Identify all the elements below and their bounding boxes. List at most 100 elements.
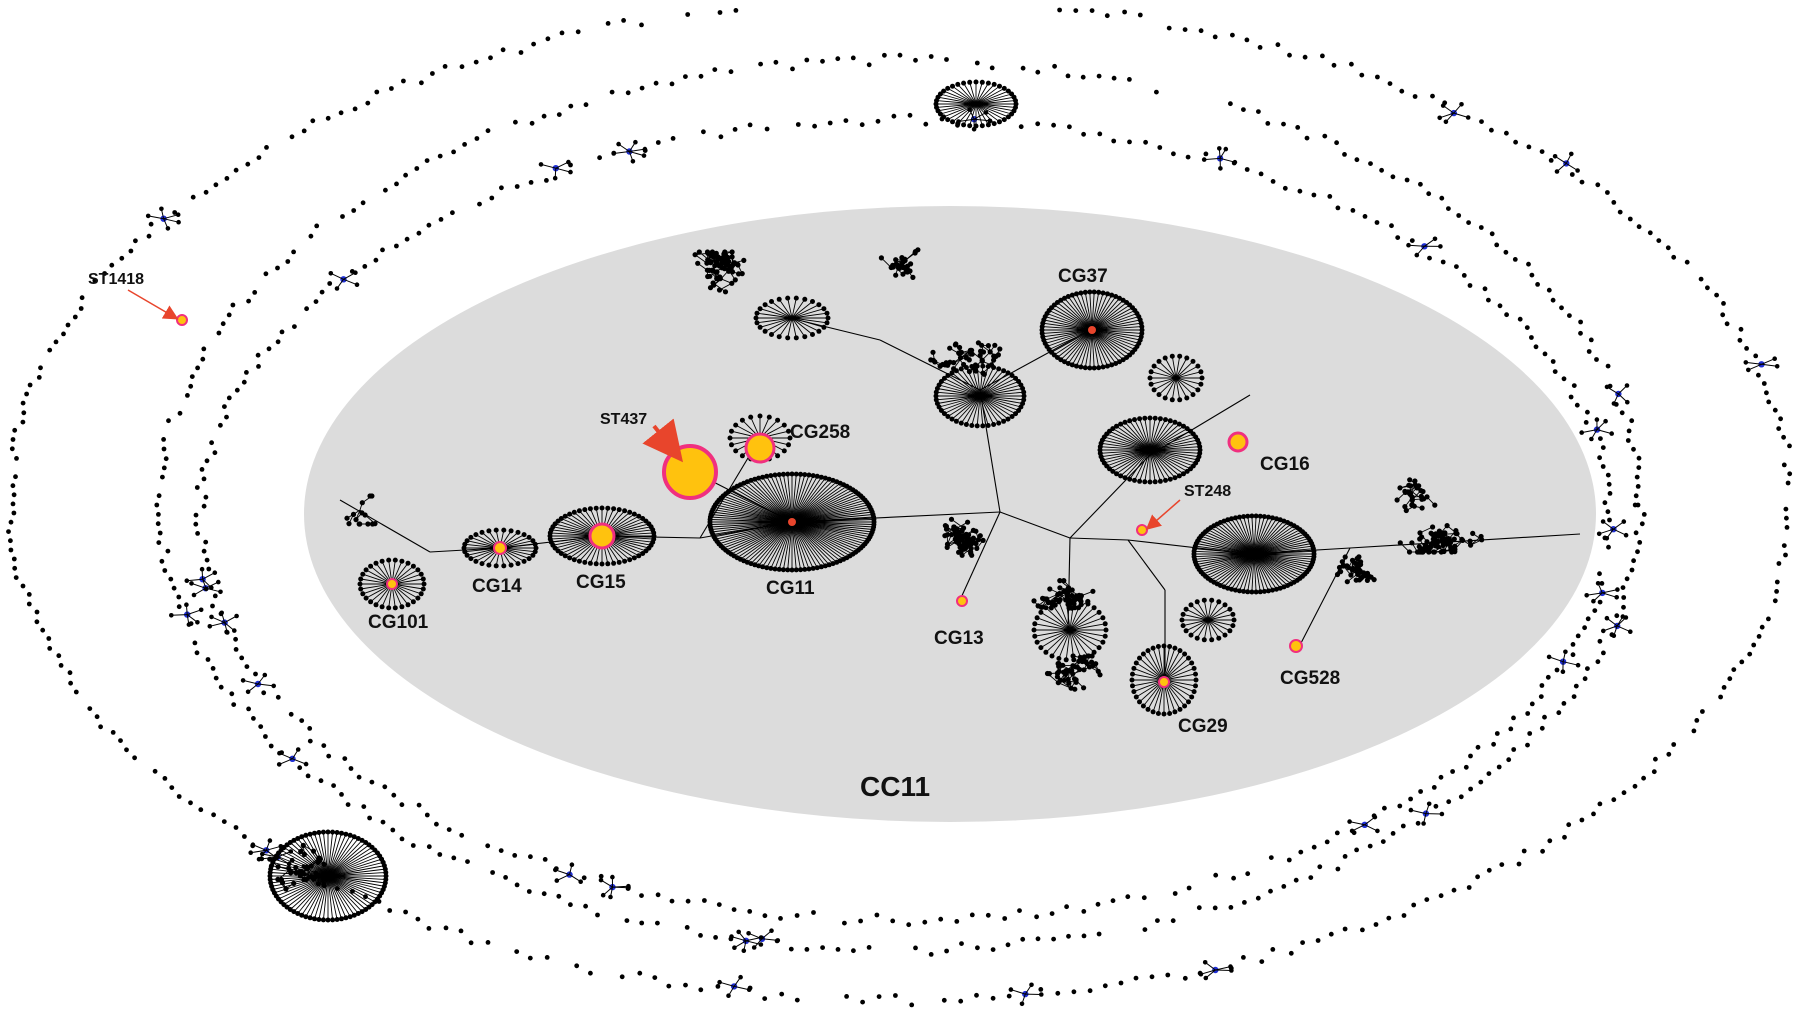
- cluster-center-north-leaf: [1163, 417, 1168, 423]
- singleton-node: [1186, 885, 1192, 891]
- cluster-south-leaf: [1043, 605, 1049, 611]
- cluster-far-northwest-node: [729, 269, 736, 275]
- cluster-northwest-leaf: [821, 306, 827, 312]
- singleton-node: [201, 503, 207, 509]
- cluster-north-dense-node: [973, 368, 979, 374]
- singleton-node: [1635, 549, 1640, 555]
- singleton-node: [155, 521, 161, 527]
- singleton-node: [642, 148, 648, 154]
- singleton-node: [716, 902, 722, 907]
- singleton-node: [1611, 200, 1617, 205]
- edge: [1091, 296, 1117, 331]
- cluster-east-chain-node: [1428, 530, 1434, 536]
- singleton-node: [890, 918, 896, 924]
- edge: [327, 875, 363, 912]
- edge: [327, 875, 386, 880]
- edge: [1149, 449, 1161, 482]
- cg37-leaf: [1100, 364, 1106, 370]
- cg101-leaf: [379, 604, 385, 610]
- edge: [979, 395, 995, 425]
- singleton-node: [1212, 34, 1218, 40]
- small-cluster-node: [1438, 244, 1443, 249]
- cg11-leaf: [776, 566, 782, 572]
- singleton-node: [244, 664, 250, 669]
- edge: [540, 163, 556, 169]
- singleton-node: [209, 440, 215, 446]
- singleton-node: [500, 47, 506, 53]
- cluster-northwest-leaf: [793, 295, 799, 301]
- cluster-west-tip-node: [346, 521, 352, 527]
- edge: [327, 834, 347, 877]
- cluster-southeast-leaf: [1194, 635, 1200, 641]
- small-cluster-node: [1625, 399, 1630, 405]
- edge: [1064, 329, 1093, 362]
- edge: [1761, 358, 1775, 365]
- edge: [1149, 442, 1199, 451]
- cluster-south-lower-node: [1077, 654, 1083, 661]
- singleton-node: [361, 804, 367, 809]
- singleton-node: [1636, 224, 1642, 230]
- singleton-node: [712, 67, 718, 72]
- singleton-node: [176, 604, 182, 610]
- singleton-node: [1599, 581, 1605, 586]
- cluster-north-dense-node: [930, 349, 936, 355]
- cluster-east-chain-node: [1426, 549, 1432, 555]
- cluster-upper-leaf: [1169, 353, 1175, 359]
- edge: [278, 852, 329, 877]
- outer-southwest-dense-node: [298, 848, 304, 855]
- edge: [756, 312, 793, 319]
- edge: [975, 96, 1015, 105]
- edge: [1215, 966, 1231, 971]
- cg29-leaf: [1129, 677, 1135, 683]
- outer-southwest-leaf: [303, 914, 309, 920]
- singleton-node: [426, 222, 432, 228]
- singleton-node: [154, 502, 160, 508]
- edge: [1091, 293, 1108, 331]
- edge: [1253, 553, 1306, 575]
- cluster-east-leaf: [1266, 514, 1271, 520]
- cluster-far-northwest-node: [716, 287, 723, 293]
- singleton-node: [325, 115, 331, 121]
- outer-southwest-leaf: [316, 917, 322, 922]
- cluster-east-upper-node: [1407, 489, 1413, 495]
- singleton-node: [1049, 911, 1055, 916]
- cluster-northwest-leaf: [802, 334, 808, 340]
- edge: [1253, 518, 1277, 555]
- singleton-node: [387, 908, 393, 913]
- cluster-northwest-leaf: [810, 299, 815, 304]
- cluster-southeast-leaf: [1230, 611, 1236, 617]
- singleton-node: [990, 947, 996, 952]
- singleton-node: [251, 716, 256, 721]
- cg29-leaf: [1161, 711, 1167, 717]
- singleton-node: [1570, 652, 1576, 658]
- singleton-node: [528, 180, 534, 185]
- singleton-node: [1212, 905, 1218, 911]
- edge: [1060, 299, 1093, 331]
- singleton-node: [437, 852, 443, 857]
- edge: [979, 395, 1009, 420]
- singleton-node: [1328, 931, 1334, 937]
- singleton-node: [450, 210, 455, 216]
- edge: [1207, 604, 1226, 621]
- edge: [1164, 377, 1177, 399]
- singleton-node: [218, 422, 223, 428]
- singleton-node: [426, 926, 432, 931]
- cg11-leaf: [756, 563, 762, 569]
- singleton-node: [1412, 94, 1418, 99]
- edge: [327, 875, 347, 918]
- singleton-node: [779, 991, 785, 997]
- singleton-node: [897, 52, 903, 58]
- cg15-leaf: [562, 553, 568, 559]
- edge: [1207, 619, 1226, 636]
- small-cluster-node: [1596, 531, 1602, 537]
- singleton-node: [938, 916, 944, 922]
- edge: [1149, 449, 1176, 479]
- edge: [947, 375, 981, 397]
- small-cluster-node: [1201, 157, 1207, 162]
- cg11-leaf: [780, 567, 786, 573]
- edge: [1104, 436, 1151, 451]
- singleton-node: [263, 271, 269, 277]
- edge: [290, 842, 329, 877]
- edge: [1253, 553, 1288, 586]
- cg258-leaf: [729, 428, 734, 434]
